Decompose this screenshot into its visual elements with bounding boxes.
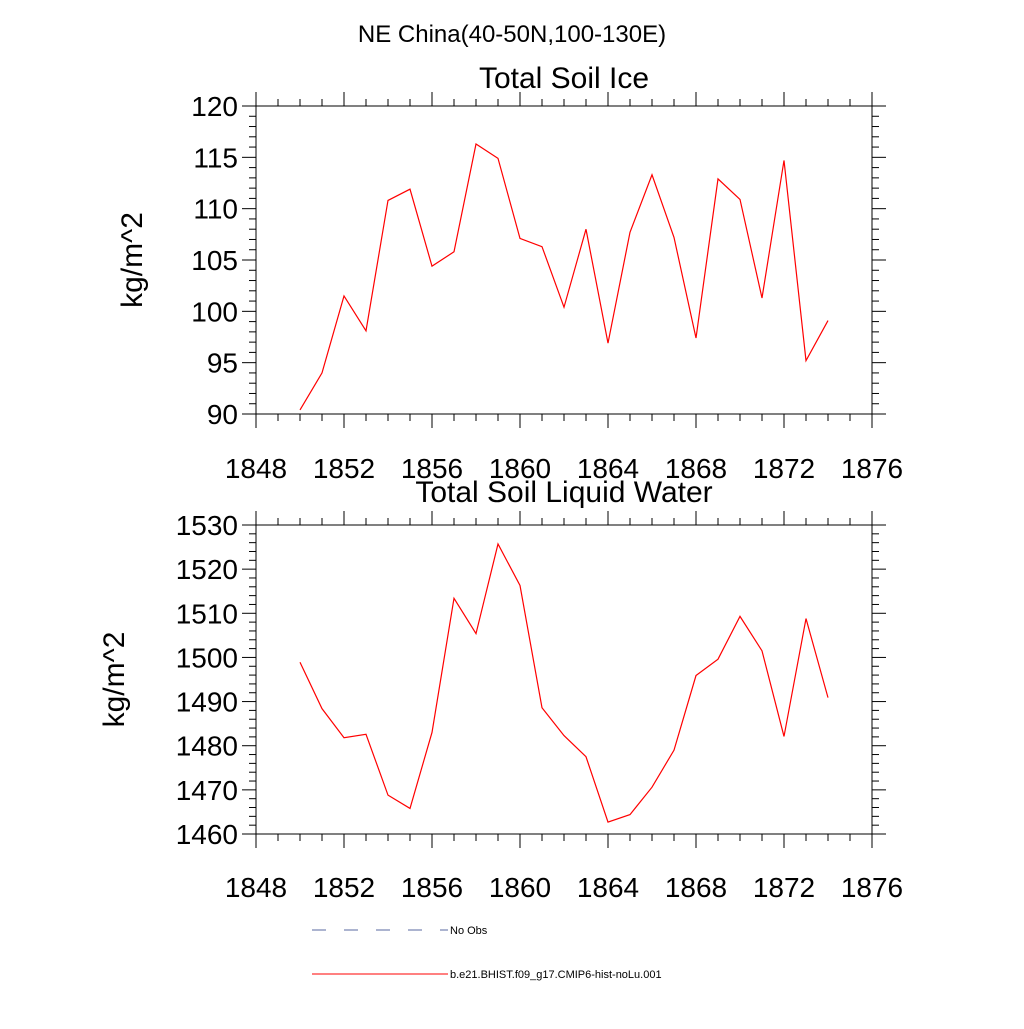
y-tick-label: 95 — [207, 348, 238, 379]
series-line-1 — [299, 542, 829, 823]
x-tick-label: 1872 — [753, 453, 815, 484]
y-tick-label: 1470 — [176, 775, 238, 806]
x-tick-label: 1852 — [313, 872, 375, 903]
x-tick-label: 1860 — [489, 453, 551, 484]
y-tick-label: 110 — [193, 194, 238, 225]
y-axis-label: kg/m^2 — [98, 632, 131, 728]
y-tick-label: 105 — [191, 245, 238, 276]
y-tick-label: 120 — [191, 91, 238, 122]
y-tick-label: 1520 — [176, 554, 238, 585]
figure-title: NE China(40-50N,100-130E) — [358, 21, 666, 48]
legend-label: No Obs — [450, 925, 488, 937]
y-tick-label: 1500 — [176, 642, 238, 673]
x-tick-label: 1868 — [665, 872, 727, 903]
series-line-1 — [299, 143, 829, 411]
legend-label: b.e21.BHIST.f09_g17.CMIP6-hist-noLu.001 — [450, 969, 662, 981]
x-tick-label: 1876 — [841, 453, 903, 484]
legend-item-2: b.e21.BHIST.f09_g17.CMIP6-hist-noLu.001 — [312, 969, 662, 981]
x-tick-label: 1876 — [841, 872, 903, 903]
y-tick-label: 1480 — [176, 731, 238, 762]
x-tick-label: 1848 — [225, 453, 287, 484]
y-tick-label: 115 — [193, 142, 238, 173]
y-tick-label: 1460 — [176, 819, 238, 850]
plot-frame — [255, 524, 873, 835]
y-axis-label: kg/m^2 — [116, 212, 149, 308]
x-tick-label: 1856 — [401, 872, 463, 903]
x-tick-label: 1868 — [665, 453, 727, 484]
x-tick-label: 1864 — [577, 872, 639, 903]
y-tick-label: 1510 — [176, 598, 238, 629]
chart-title: Total Soil Liquid Water — [415, 476, 712, 509]
plot-frame — [255, 105, 873, 415]
y-tick-label: 90 — [207, 399, 238, 430]
chart-panel-2: Total Soil Liquid Water 1848 1852 1856 1860 1… — [98, 476, 903, 903]
x-tick-label: 1856 — [401, 453, 463, 484]
x-tick-label: 1860 — [489, 872, 551, 903]
x-tick-label: 1872 — [753, 872, 815, 903]
y-tick-label: 1490 — [176, 687, 238, 718]
y-tick-label: 1530 — [176, 510, 238, 541]
y-tick-label: 100 — [191, 296, 238, 327]
legend-item-1: No Obs — [312, 925, 488, 937]
x-tick-label: 1864 — [577, 453, 639, 484]
x-tick-label: 1852 — [313, 453, 375, 484]
legend: No Obs b.e21.BHIST.f09_g17.CMIP6-hist-noL… — [312, 925, 662, 981]
chart-panel-1: Total Soil Ice 1848 1852 1856 1860 1864 1868 18… — [116, 62, 903, 484]
x-tick-label: 1848 — [225, 872, 287, 903]
chart-title: Total Soil Ice — [479, 62, 649, 95]
panels: Total Soil Ice 1848 1852 1856 1860 1864 1868 18… — [98, 62, 903, 903]
